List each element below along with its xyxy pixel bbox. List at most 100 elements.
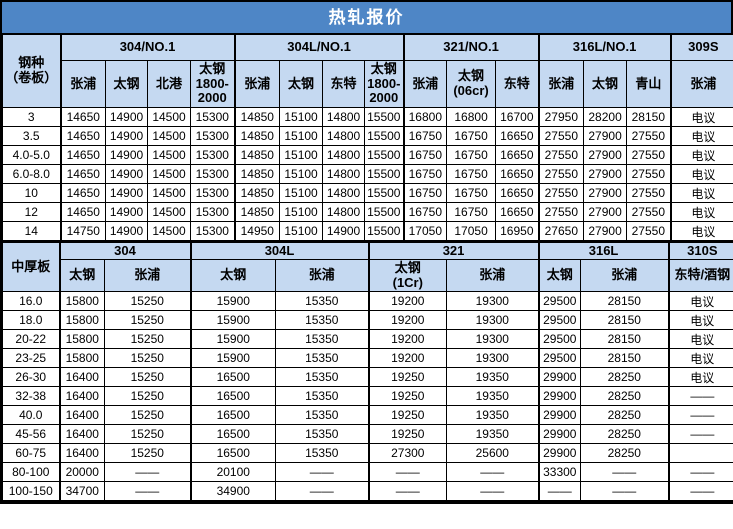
grade-group-header: 309S <box>669 34 733 61</box>
price-cell: 14500 <box>147 126 191 146</box>
price-cell: 28250 <box>580 424 670 444</box>
price-cell: —— <box>103 462 192 482</box>
table-row: 14 14750 14900 14500 15300 14950 15100 14900 155… <box>2 221 733 241</box>
thickness-label: 32-38 <box>2 386 60 406</box>
price-cell: 14650 <box>59 126 106 146</box>
price-cell: 29900 <box>537 424 582 444</box>
price-cell: 27900 <box>583 183 628 203</box>
mill-header: 张浦 <box>233 60 281 108</box>
price-cell: 14900 <box>322 221 366 241</box>
price-cell: 15250 <box>103 424 192 444</box>
thickness-label: 23-25 <box>2 348 60 368</box>
price-cell: 电议 <box>667 310 733 330</box>
price-cell: 27900 <box>583 145 628 165</box>
price-cell: 33300 <box>537 462 582 482</box>
price-cell: 15100 <box>279 164 324 184</box>
price-cell: 27900 <box>583 164 628 184</box>
price-cell: 19300 <box>446 329 540 349</box>
price-cell: 15250 <box>103 405 192 425</box>
price-cell: 15100 <box>279 183 324 203</box>
price-cell: 15100 <box>279 202 324 222</box>
price-cell: 14800 <box>322 126 366 146</box>
price-cell: 27550 <box>537 183 585 203</box>
price-cell: 16500 <box>189 443 277 463</box>
price-cell: 14800 <box>322 183 366 203</box>
mill-header: 太钢 (1Cr) <box>367 259 448 292</box>
price-cell: 16500 <box>189 405 277 425</box>
price-cell: 27550 <box>537 164 585 184</box>
price-cell: 29900 <box>537 443 582 463</box>
thickness-label: 100-150 <box>2 481 60 501</box>
price-cell: 19350 <box>446 367 540 387</box>
grade-group-header: 321/NO.1 <box>402 34 540 61</box>
grade-group-header: 316L/NO.1 <box>537 34 672 61</box>
mill-header: 太钢 <box>537 259 582 292</box>
row-header: 中厚板 <box>2 241 60 292</box>
price-cell: 14500 <box>147 164 191 184</box>
mill-header: 太钢 <box>583 60 628 108</box>
price-cell: 29900 <box>537 405 582 425</box>
table-row: 3 14650 14900 14500 15300 14850 15100 14800 1550… <box>2 107 733 127</box>
price-cell: —— <box>580 481 670 501</box>
price-cell: 14850 <box>233 107 281 127</box>
mill-header: 张浦 <box>103 259 192 292</box>
price-cell: 15300 <box>189 164 236 184</box>
price-cell: 16500 <box>189 386 277 406</box>
price-cell: 27550 <box>626 145 672 165</box>
table-row: 80-100 20000 —— 20100 —— —— —— 33300 —— —— <box>2 462 733 482</box>
table-row: 100-150 34700 —— 34900 —— —— —— —— —— —— <box>2 481 733 501</box>
price-cell: 27650 <box>537 221 585 241</box>
price-cell: 16750 <box>446 183 497 203</box>
table-row: 23-25 15800 15250 15900 15350 19200 19300 29500… <box>2 348 733 368</box>
price-cell: 29500 <box>537 291 582 311</box>
price-cell: 16400 <box>58 367 105 387</box>
price-cell: 27550 <box>626 202 672 222</box>
price-cell: 28150 <box>580 348 670 368</box>
thickness-label: 3 <box>2 107 61 127</box>
price-cell: 14800 <box>322 145 366 165</box>
price-cell: 15350 <box>275 348 370 368</box>
price-cell: 15300 <box>189 202 236 222</box>
price-cell: 14650 <box>59 164 106 184</box>
coil-price-table: 钢种 （卷板） 304/NO.1 304L/NO.1 321/NO.1 316L/NO.… <box>2 34 733 241</box>
price-cell: 16750 <box>446 126 497 146</box>
price-cell: 15250 <box>103 291 192 311</box>
price-cell: 15350 <box>275 424 370 444</box>
table-row: 6.0-8.0 14650 14900 14500 15300 14850 15100 148… <box>2 164 733 184</box>
section2-head: 中厚板 304 304L 321 316L 310S 太钢 张浦 太钢 张浦 太钢 (1Cr) 张浦太… <box>2 241 733 292</box>
price-cell: 20100 <box>189 462 277 482</box>
price-cell: 19200 <box>367 329 448 349</box>
price-cell: 15500 <box>364 145 405 165</box>
price-cell: 15250 <box>103 348 192 368</box>
price-cell: 16650 <box>495 145 540 165</box>
table-row: 60-75 16400 15250 16500 15350 27300 25600 29900… <box>2 443 733 463</box>
price-cell: 电议 <box>669 221 733 241</box>
price-cell: 16750 <box>402 202 448 222</box>
price-cell: —— <box>275 481 370 501</box>
price-cell: 19200 <box>367 291 448 311</box>
price-cell: 28250 <box>580 367 670 387</box>
grade-group-header: 304 <box>58 241 192 260</box>
price-cell: 15100 <box>279 145 324 165</box>
mill-header: 张浦 <box>580 259 670 292</box>
price-cell: 28150 <box>580 291 670 311</box>
price-cell: 28250 <box>580 405 670 425</box>
thickness-label: 3.5 <box>2 126 61 146</box>
price-cell: 19300 <box>446 310 540 330</box>
price-cell: 19200 <box>367 310 448 330</box>
price-cell: —— <box>367 462 448 482</box>
price-cell: 15350 <box>275 443 370 463</box>
price-cell: 14900 <box>105 145 148 165</box>
price-cell: 28250 <box>580 386 670 406</box>
table-row: 45-56 16400 15250 16500 15350 19250 19350 29900… <box>2 424 733 444</box>
price-cell: 14500 <box>147 202 191 222</box>
price-cell: 15500 <box>364 202 405 222</box>
price-cell: 16800 <box>446 107 497 127</box>
price-cell: 27550 <box>537 202 585 222</box>
thickness-label: 40.0 <box>2 405 60 425</box>
price-cell: 15350 <box>275 367 370 387</box>
grade-group-header: 310S <box>667 241 733 260</box>
price-cell: 14900 <box>105 221 148 241</box>
price-cell: 16650 <box>495 164 540 184</box>
price-cell: 19350 <box>446 405 540 425</box>
